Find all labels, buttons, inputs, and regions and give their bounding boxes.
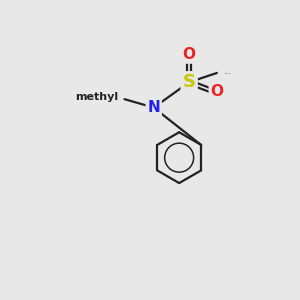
Text: methyl_S: methyl_S — [225, 72, 231, 74]
Text: S: S — [183, 73, 196, 91]
Text: N: N — [147, 100, 160, 115]
Text: O: O — [210, 84, 224, 99]
Text: methyl: methyl — [75, 92, 118, 102]
Text: O: O — [183, 47, 196, 62]
